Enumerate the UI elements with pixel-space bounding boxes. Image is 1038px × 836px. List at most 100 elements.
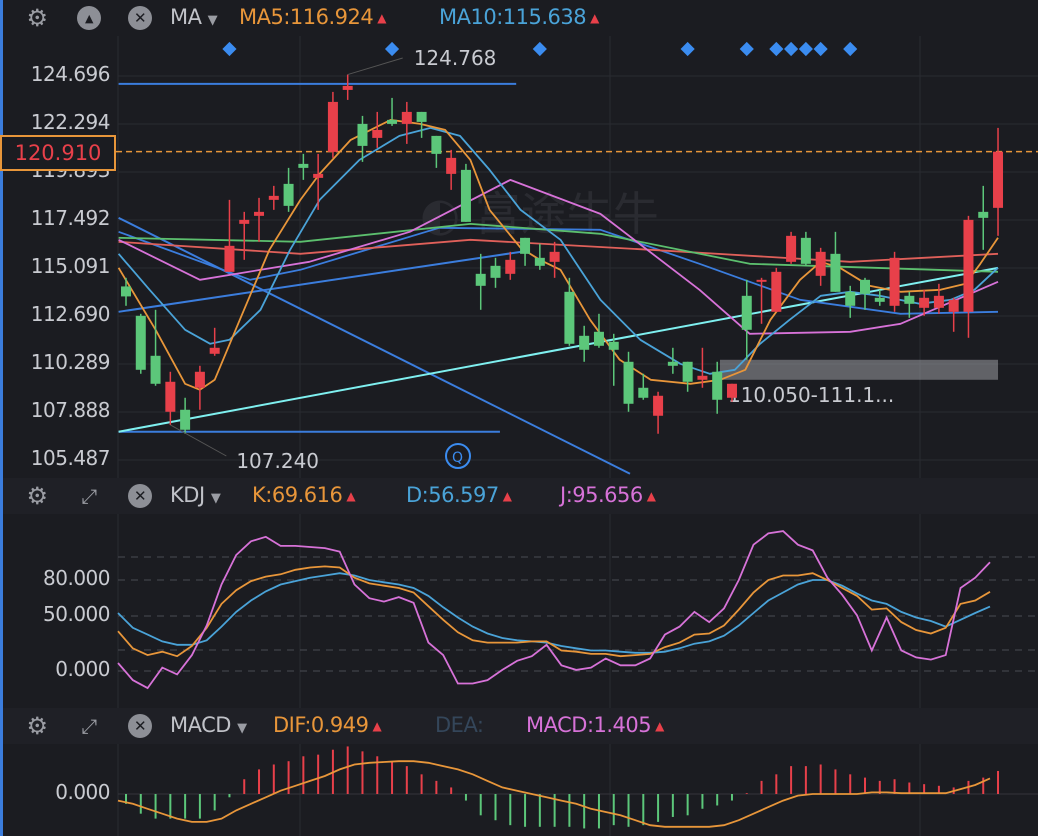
magnifier-icon — [445, 443, 471, 469]
price-axis-label: 124.696 — [30, 62, 111, 86]
price-axis-label: 115.091 — [30, 254, 111, 278]
candle — [313, 153, 324, 210]
expand-icon[interactable]: ⤢ — [81, 714, 97, 738]
settings-gear-icon[interactable]: ⚙ — [26, 4, 48, 32]
candle — [608, 333, 619, 386]
candle — [682, 361, 693, 392]
event-diamond-marker — [680, 41, 695, 57]
indicator-selector[interactable]: MA ▼ — [170, 5, 218, 29]
chevron-down-icon: ▼ — [207, 13, 218, 28]
candle — [505, 251, 516, 280]
candle — [712, 361, 723, 414]
magnifier-icon-glyph: Q — [452, 450, 463, 466]
candle-body — [549, 251, 560, 262]
indicator-selector[interactable]: MACD ▼ — [170, 713, 247, 737]
event-diamond-marker — [532, 41, 547, 57]
candle — [150, 309, 161, 386]
candle — [963, 215, 974, 338]
close-indicator-icon[interactable]: ✕ — [128, 714, 152, 738]
candle-body — [416, 111, 427, 122]
macd-label: MACD:1.405 — [526, 713, 652, 737]
candle — [254, 197, 265, 242]
candle — [298, 153, 309, 180]
current-price-value: 120.910 — [14, 141, 102, 165]
panel-edge-accent — [0, 0, 3, 836]
candle — [830, 231, 841, 292]
candle-body — [298, 163, 309, 168]
candle-body — [771, 271, 782, 312]
candle-body — [150, 355, 161, 384]
candle — [904, 291, 915, 318]
candle-body — [667, 361, 678, 366]
candle — [490, 257, 501, 288]
down-trend-line — [118, 216, 631, 475]
candle — [387, 97, 398, 126]
d-value: D:56.597 ▲ — [406, 483, 512, 507]
k-label: K:69.616 — [252, 483, 343, 507]
candle — [121, 277, 131, 306]
ma10-label: MA10:115.638 — [439, 5, 587, 29]
settings-gear-icon[interactable]: ⚙ — [26, 712, 48, 740]
candle — [431, 135, 442, 168]
candle-body — [860, 279, 870, 294]
chevron-down-icon: ▼ — [210, 491, 221, 506]
settings-gear-icon[interactable]: ⚙ — [26, 482, 48, 510]
candle — [623, 351, 634, 412]
candle-body — [239, 219, 250, 224]
close-indicator-icon[interactable]: ✕ — [128, 6, 152, 30]
up-triangle-icon: ▲ — [377, 11, 386, 25]
candle — [933, 283, 944, 314]
candle-body — [342, 85, 353, 90]
candle — [756, 277, 767, 324]
candle — [372, 111, 383, 148]
candle-body — [623, 361, 634, 404]
candle-body — [978, 211, 989, 218]
event-diamond-marker — [769, 41, 784, 57]
candle-body — [786, 235, 797, 262]
candle — [135, 313, 146, 374]
indicator-selector[interactable]: KDJ ▼ — [170, 483, 221, 507]
candle-body — [889, 257, 900, 306]
chevron-down-icon: ▼ — [237, 721, 247, 736]
ma5-value: MA5:116.924 ▲ — [239, 5, 386, 29]
candle-body — [653, 395, 664, 416]
candle-body — [593, 331, 604, 346]
price-axis-label: 110.289 — [30, 350, 111, 374]
watermark-logo: ◐ 富途牛牛 — [420, 187, 659, 241]
candle — [165, 371, 176, 425]
candle-body — [919, 297, 930, 308]
price-range-label: 110.050-111.1... — [728, 383, 894, 407]
ma-line-ma60 — [118, 238, 999, 263]
candle — [401, 101, 412, 144]
candle-body — [741, 295, 752, 330]
kdj-axis-label: 80.000 — [43, 566, 110, 590]
candle-body — [180, 409, 191, 430]
candle — [800, 231, 811, 266]
close-indicator-icon[interactable]: ✕ — [128, 484, 152, 508]
price-axis-label: 105.487 — [30, 446, 111, 470]
candle-body — [357, 123, 368, 146]
candle — [593, 313, 604, 348]
candle-body — [830, 253, 841, 292]
candle-body — [534, 257, 545, 266]
candle — [845, 285, 856, 318]
expand-icon[interactable]: ⤢ — [81, 484, 97, 508]
candle-body — [135, 315, 146, 370]
event-diamond-marker — [784, 41, 799, 57]
candle-body — [756, 279, 767, 282]
candle — [180, 397, 191, 434]
up-trend-line — [118, 250, 521, 313]
candle — [978, 185, 989, 250]
indicator-name: MACD — [170, 713, 231, 737]
collapse-up-icon[interactable]: ▲ — [77, 6, 101, 30]
candle — [889, 251, 900, 312]
low-price-marker: 107.240 — [236, 449, 319, 473]
kdj-indicator-header: ⚙ ⤢ ✕ KDJ ▼ K:69.616 ▲ D:56.597 ▲ J:95.656… — [3, 478, 1038, 514]
event-diamond-marker — [843, 41, 858, 57]
up-triangle-icon: ▲ — [502, 489, 512, 503]
candle-body — [446, 157, 457, 174]
high-price-marker: 124.768 — [414, 46, 497, 70]
candle-body — [254, 211, 265, 216]
candle — [342, 74, 353, 100]
